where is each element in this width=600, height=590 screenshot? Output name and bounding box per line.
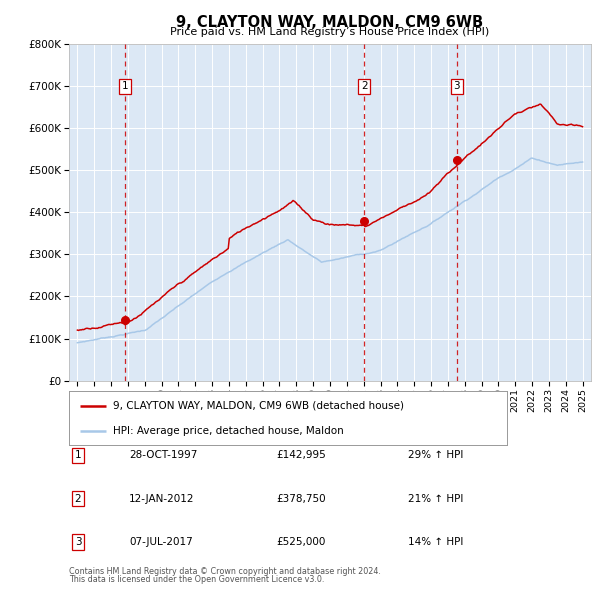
Text: 2: 2 <box>74 494 82 503</box>
Text: 12-JAN-2012: 12-JAN-2012 <box>129 494 194 503</box>
Text: 9, CLAYTON WAY, MALDON, CM9 6WB (detached house): 9, CLAYTON WAY, MALDON, CM9 6WB (detache… <box>113 401 404 411</box>
Text: £525,000: £525,000 <box>276 537 325 546</box>
Text: £142,995: £142,995 <box>276 451 326 460</box>
Text: Price paid vs. HM Land Registry’s House Price Index (HPI): Price paid vs. HM Land Registry’s House … <box>170 27 490 37</box>
Text: 21% ↑ HPI: 21% ↑ HPI <box>408 494 463 503</box>
Text: This data is licensed under the Open Government Licence v3.0.: This data is licensed under the Open Gov… <box>69 575 325 584</box>
Text: £378,750: £378,750 <box>276 494 326 503</box>
Text: 3: 3 <box>454 81 460 91</box>
Text: 14% ↑ HPI: 14% ↑ HPI <box>408 537 463 546</box>
Text: 3: 3 <box>74 537 82 546</box>
Text: HPI: Average price, detached house, Maldon: HPI: Average price, detached house, Mald… <box>113 426 344 436</box>
Text: 1: 1 <box>74 451 82 460</box>
Text: 1: 1 <box>122 81 128 91</box>
Text: 2: 2 <box>361 81 368 91</box>
Text: 9, CLAYTON WAY, MALDON, CM9 6WB: 9, CLAYTON WAY, MALDON, CM9 6WB <box>176 15 484 30</box>
Text: Contains HM Land Registry data © Crown copyright and database right 2024.: Contains HM Land Registry data © Crown c… <box>69 567 381 576</box>
Text: 28-OCT-1997: 28-OCT-1997 <box>129 451 197 460</box>
Text: 29% ↑ HPI: 29% ↑ HPI <box>408 451 463 460</box>
Text: 07-JUL-2017: 07-JUL-2017 <box>129 537 193 546</box>
